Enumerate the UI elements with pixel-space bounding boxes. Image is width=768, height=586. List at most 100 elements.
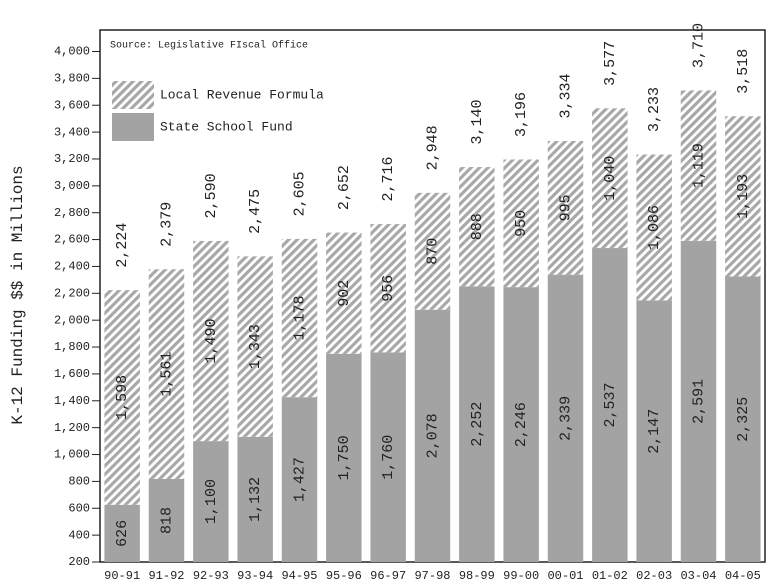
bar-segment <box>193 441 229 562</box>
legend-label: State School Fund <box>160 119 293 134</box>
x-tick-label: 93-94 <box>237 569 273 583</box>
bar-segment <box>237 256 273 437</box>
x-tick-label: 92-93 <box>193 569 229 583</box>
x-tick-label: 98-99 <box>459 569 495 583</box>
value-label: 1,750 <box>336 435 353 480</box>
legend-box <box>104 34 359 60</box>
value-label: 888 <box>469 213 486 240</box>
legend-label: Local Revenue Formula <box>160 87 324 102</box>
legend-swatch <box>112 113 154 141</box>
value-label: 1,598 <box>114 375 131 420</box>
value-label: 1,760 <box>380 435 397 480</box>
y-tick-label: 200 <box>68 555 90 569</box>
value-label: 995 <box>557 194 574 221</box>
bars <box>104 90 761 562</box>
x-tick-label: 96-97 <box>370 569 406 583</box>
y-tick-label: 3,600 <box>54 98 90 112</box>
bar-segment <box>725 276 761 562</box>
value-label: 1,040 <box>602 156 619 201</box>
bar-segment <box>592 108 628 249</box>
bar-segment <box>281 397 318 562</box>
source-note: Source: Legislative FIscal Office <box>110 40 308 52</box>
bar-segment <box>636 300 672 562</box>
total-label: 2,948 <box>424 125 441 170</box>
y-tick-label: 2,200 <box>54 286 90 300</box>
bar-segment <box>370 223 406 353</box>
bar-segment <box>414 192 451 310</box>
bar-segment <box>237 436 273 562</box>
y-tick-label: 1,000 <box>54 448 90 462</box>
x-tick-label: 01-02 <box>592 569 628 583</box>
value-label: 1,086 <box>646 205 663 250</box>
total-label: 3,577 <box>602 41 619 86</box>
value-label: 626 <box>114 520 131 547</box>
value-label: 902 <box>336 280 353 307</box>
bar-segment <box>326 353 362 562</box>
bar-segment <box>680 240 717 562</box>
bar-segment <box>281 238 318 398</box>
y-tick-label: 1,400 <box>54 394 90 408</box>
bar-segment <box>503 159 539 288</box>
value-label: 2,591 <box>690 379 707 424</box>
bar-segment <box>104 290 140 505</box>
y-tick-label: 1,800 <box>54 340 90 354</box>
total-label: 2,379 <box>158 202 175 247</box>
bar-segment <box>104 504 140 562</box>
x-tick-label: 90-91 <box>104 569 140 583</box>
value-label: 950 <box>513 210 530 237</box>
total-label: 2,224 <box>114 223 131 268</box>
y-tick-label: 2,600 <box>54 233 90 247</box>
x-tick-label: 00-01 <box>547 569 583 583</box>
bar-segment <box>547 274 584 562</box>
x-tick-label: 94-95 <box>281 569 317 583</box>
total-label: 3,334 <box>557 73 574 118</box>
y-tick-label: 3,200 <box>54 152 90 166</box>
total-label: 3,196 <box>513 92 530 137</box>
bar-segment <box>680 90 717 241</box>
bar-segment <box>370 352 406 562</box>
y-tick-label: 600 <box>68 501 90 515</box>
bar-segment <box>547 140 584 275</box>
total-label: 2,605 <box>291 171 308 216</box>
x-tick-label: 02-03 <box>636 569 672 583</box>
value-label: 1,178 <box>291 296 308 341</box>
legend-swatch <box>112 81 154 109</box>
y-tick-label: 400 <box>68 528 90 542</box>
value-label: 2,246 <box>513 402 530 447</box>
x-tick-label: 95-96 <box>326 569 362 583</box>
bar-segment <box>148 478 185 562</box>
y-tick-label: 1,200 <box>54 421 90 435</box>
bar-segment <box>148 269 185 479</box>
total-label: 2,652 <box>336 165 353 210</box>
value-label: 818 <box>158 507 175 534</box>
value-label: 2,325 <box>735 397 752 442</box>
total-label: 2,716 <box>380 156 397 201</box>
x-tick-label: 04-05 <box>725 569 761 583</box>
y-tick-label: 800 <box>68 475 90 489</box>
y-axis-label: K-12 Funding $$ in Millions <box>9 165 27 424</box>
bar-segment <box>503 287 539 562</box>
bar-segment <box>459 167 495 287</box>
x-tick-label: 03-04 <box>680 569 716 583</box>
value-label: 870 <box>424 238 441 265</box>
y-tick-label: 4,000 <box>54 45 90 59</box>
x-tick-label: 97-98 <box>414 569 450 583</box>
bar-segment <box>725 116 761 277</box>
value-label: 1,100 <box>203 479 220 524</box>
y-tick-label: 3,000 <box>54 179 90 193</box>
value-label: 1,427 <box>291 457 308 502</box>
value-label: 2,147 <box>646 409 663 454</box>
bar-segment <box>636 154 672 301</box>
total-label: 2,590 <box>203 173 220 218</box>
y-tick-label: 2,800 <box>54 206 90 220</box>
value-label: 1,119 <box>690 143 707 188</box>
value-label: 2,537 <box>602 383 619 428</box>
total-label: 3,140 <box>469 100 486 145</box>
bar-segment <box>459 286 495 562</box>
bar-segment <box>326 232 362 354</box>
value-label: 1,193 <box>735 174 752 219</box>
y-tick-label: 3,800 <box>54 72 90 86</box>
value-label: 956 <box>380 275 397 302</box>
total-label: 3,518 <box>735 49 752 94</box>
